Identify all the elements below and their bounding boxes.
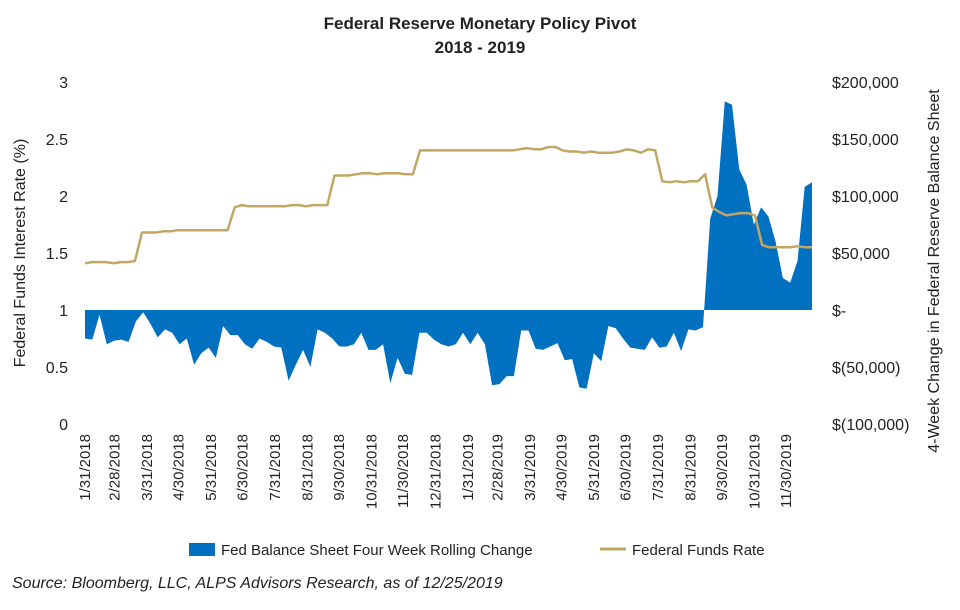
x-tick-label: 8/31/2018 [299,434,316,501]
x-tick-label: 6/30/2018 [234,434,251,501]
x-tick-label: 1/31/2019 [460,434,477,501]
chart-subtitle: 2018 - 2019 [435,38,526,57]
x-tick-label: 5/31/2019 [586,434,603,501]
x-tick-label: 3/31/2019 [522,434,539,501]
right-tick-label: $50,000 [832,246,890,263]
x-tick-label: 9/30/2018 [331,434,348,501]
right-tick-label: $(50,000) [832,360,901,377]
chart-title: Federal Reserve Monetary Policy Pivot [324,14,637,33]
series-fed-funds-line [84,145,812,265]
x-tick-label: 2/28/2018 [106,434,123,501]
left-tick-label: 0.5 [46,360,68,377]
x-tick-label: 1/31/2018 [77,434,94,501]
x-tick-label: 10/31/2018 [363,434,380,509]
x-tick-label: 11/30/2019 [778,434,795,508]
plot-area [84,101,812,389]
left-axis-title: Federal Funds Interest Rate (%) [12,139,29,368]
x-tick-label: 9/30/2019 [714,434,731,501]
right-axis: $(100,000) $(50,000) $- $50,000 $100,000 $150… [832,75,909,434]
right-axis-title: 4-Week Change in Federal Reserve Balance… [926,89,943,453]
right-tick-label: $(100,000) [832,417,909,434]
right-tick-label: $200,000 [832,75,899,92]
right-tick-label: $- [832,303,846,320]
x-tick-label: 11/30/2018 [395,434,412,508]
left-tick-label: 0 [59,417,68,434]
left-tick-label: 1 [59,303,68,320]
x-tick-label: 4/30/2019 [553,434,570,501]
x-axis: 1/31/2018 2/28/2018 3/31/2018 4/30/2018 5/31… [77,434,795,509]
source-note: Source: Bloomberg, LLC, ALPS Advisors Re… [12,575,503,592]
left-tick-label: 3 [59,75,68,92]
series-balance-sheet-area [85,101,812,389]
x-tick-label: 5/31/2018 [203,434,220,501]
x-tick-label: 8/31/2019 [682,434,699,501]
x-tick-label: 12/31/2018 [427,434,444,509]
right-tick-label: $150,000 [832,132,899,149]
legend-swatch-balance-sheet [189,543,215,556]
x-tick-label: 3/31/2018 [139,434,156,501]
legend-label-balance-sheet: Fed Balance Sheet Four Week Rolling Chan… [221,542,533,559]
x-tick-label: 10/31/2019 [746,434,763,509]
left-tick-label: 2 [59,189,68,206]
x-tick-label: 7/31/2019 [650,434,667,501]
x-tick-label: 6/30/2019 [617,434,634,501]
right-tick-label: $100,000 [832,189,899,206]
x-tick-label: 7/31/2018 [267,434,284,501]
x-tick-label: 4/30/2018 [170,434,187,501]
left-axis: 0 0.5 1 1.5 2 2.5 3 [46,75,68,434]
legend: Fed Balance Sheet Four Week Rolling Chan… [189,542,765,559]
left-tick-label: 2.5 [46,132,68,149]
legend-label-fed-funds: Federal Funds Rate [632,542,765,559]
left-tick-label: 1.5 [46,246,68,263]
x-tick-label: 2/28/2019 [489,434,506,501]
